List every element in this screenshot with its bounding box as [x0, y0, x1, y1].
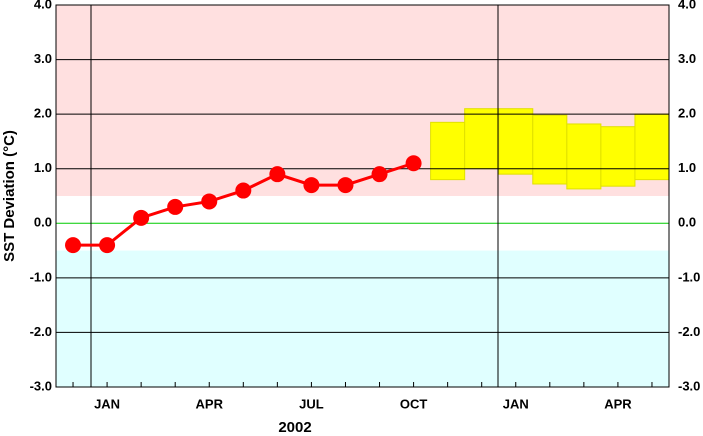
data-point — [371, 166, 388, 183]
forecast-box — [634, 113, 670, 181]
y2-tick-label: 1.0 — [678, 160, 696, 175]
y-tick-label: 4.0 — [34, 0, 52, 11]
x-tick-label: JAN — [94, 396, 120, 411]
y-axis-label: SST Deviation (°C) — [1, 130, 18, 262]
y-tick-label: 3.0 — [34, 51, 52, 66]
y2-tick-label: 0.0 — [678, 215, 696, 230]
data-point — [303, 177, 320, 194]
x-tick-label: APR — [604, 396, 632, 411]
shaded-band — [56, 250, 669, 387]
data-point — [405, 155, 422, 172]
data-point — [133, 209, 150, 226]
forecast-box — [464, 108, 500, 170]
y2-tick-label: 4.0 — [678, 0, 696, 11]
x-axis-label: 2002 — [278, 419, 311, 436]
data-point — [99, 237, 116, 254]
forecast-box — [430, 121, 466, 181]
data-point — [201, 193, 218, 210]
y-tick-label: 0.0 — [34, 215, 52, 230]
x-tick-label: JUL — [299, 396, 324, 411]
y-tick-label: 1.0 — [34, 160, 52, 175]
y-tick-label: -3.0 — [30, 378, 52, 393]
y2-tick-label: -3.0 — [678, 378, 700, 393]
x-tick-label: JAN — [503, 396, 529, 411]
plot-frame — [55, 4, 670, 388]
y2-tick-label: -2.0 — [678, 324, 700, 339]
forecast-box — [532, 114, 568, 185]
data-point — [337, 177, 354, 194]
x-tick-label: OCT — [400, 396, 428, 411]
y-tick-label: -1.0 — [30, 269, 52, 284]
y2-tick-label: 2.0 — [678, 106, 696, 121]
forecast-box — [600, 126, 636, 187]
data-point — [65, 237, 82, 254]
y2-tick-label: -1.0 — [678, 269, 700, 284]
forecast-box — [566, 123, 602, 190]
data-point — [167, 198, 184, 215]
x-tick-label: APR — [196, 396, 224, 411]
forecast-box — [498, 108, 534, 175]
data-point — [235, 182, 252, 199]
y-tick-label: -2.0 — [30, 324, 52, 339]
data-point — [269, 166, 286, 183]
y2-tick-label: 3.0 — [678, 51, 696, 66]
y-tick-label: 2.0 — [34, 106, 52, 121]
